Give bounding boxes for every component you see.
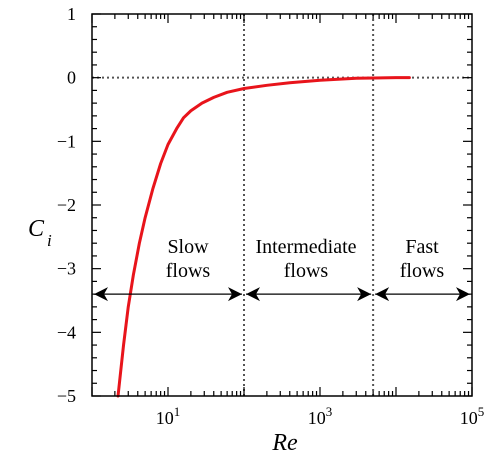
x-axis-title: Re (271, 430, 298, 456)
x-tick-label-1: 103 (308, 404, 333, 428)
region-label-line1-0: Slow (167, 236, 209, 258)
region-arrowhead-right-2 (456, 287, 470, 302)
region-arrowhead-left-2 (375, 287, 390, 302)
region-label-line2-2: flows (400, 260, 445, 282)
plot-frame (91, 13, 473, 397)
region-label-line2-0: flows (166, 260, 211, 282)
region-arrowhead-left-0 (94, 287, 108, 302)
region-label-line1-1: Intermediate (255, 236, 356, 258)
axis-ticks (91, 13, 473, 397)
region-arrowhead-right-0 (228, 287, 242, 302)
y-tick-label-3: −2 (57, 195, 76, 215)
x-tick-label-0: 101 (156, 404, 181, 428)
region-arrowhead-left-1 (246, 287, 260, 302)
series-layer (116, 76, 411, 398)
y-axis-title: C (28, 216, 45, 242)
y-tick-label-1: 0 (67, 68, 76, 88)
y-tick-label-6: −5 (57, 386, 76, 406)
x-tick-label-exponent: 5 (478, 404, 485, 419)
y-axis-title-subscript: i (47, 231, 52, 250)
y-tick-label-0: 1 (67, 4, 76, 24)
series-line-0 (116, 76, 411, 398)
region-arrowhead-right-1 (357, 287, 372, 302)
x-tick-label-base: 10 (156, 408, 174, 428)
x-tick-label-base: 10 (460, 408, 478, 428)
x-tick-label-base: 10 (308, 408, 326, 428)
x-tick-label-2: 105 (460, 404, 485, 428)
region-label-line1-2: Fast (405, 236, 439, 258)
region-label-line2-1: flows (284, 260, 329, 282)
y-tick-label-5: −4 (57, 322, 76, 342)
x-tick-label-exponent: 1 (174, 404, 181, 419)
x-tick-label-exponent: 3 (326, 404, 333, 419)
y-tick-label-4: −3 (57, 259, 76, 279)
y-tick-label-2: −1 (57, 131, 76, 151)
